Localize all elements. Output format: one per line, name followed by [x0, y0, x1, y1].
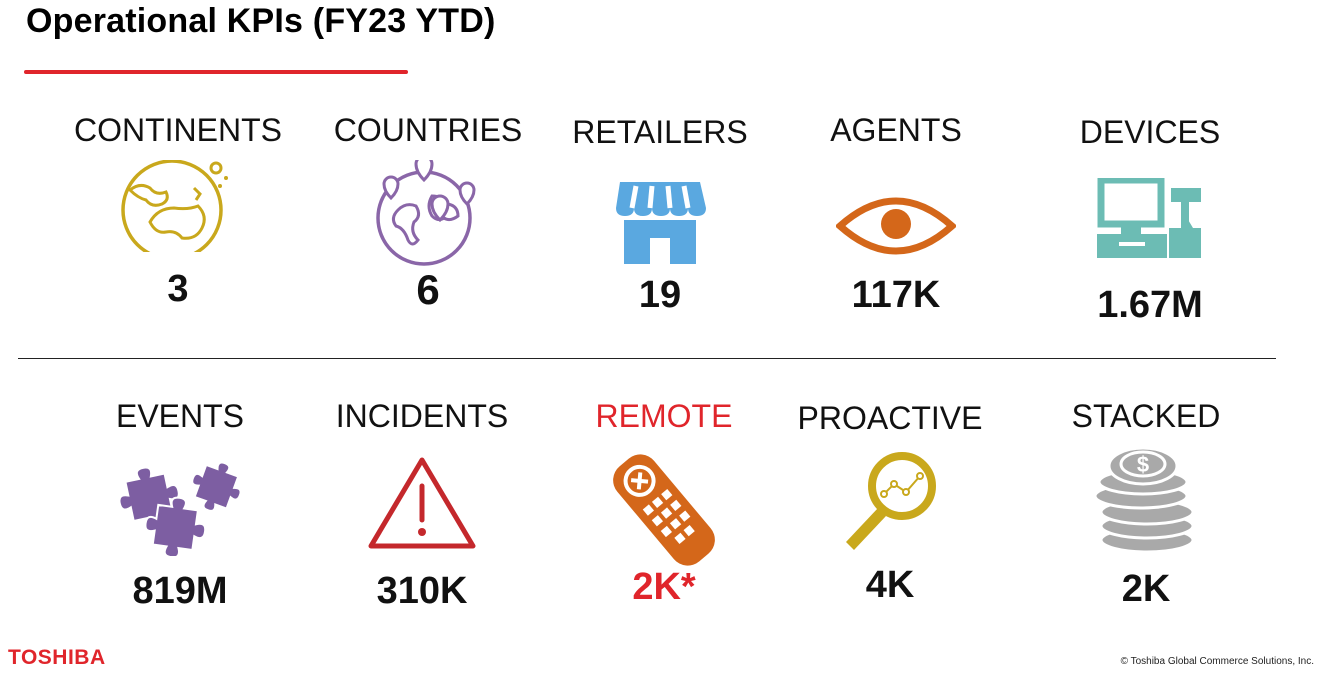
warning-icon [367, 456, 477, 555]
globe-icon [120, 159, 236, 261]
kpi-value: 2K* [632, 566, 696, 608]
kpi-countries: COUNTRIES 6 [328, 108, 528, 313]
magnifier-chart-icon [838, 450, 942, 557]
kpi-value: 819M [132, 570, 228, 612]
kpi-value: 2K [1121, 568, 1171, 610]
kpi-incidents: INCIDENTS 310K [322, 394, 522, 624]
kpi-value: 117K [851, 274, 941, 316]
storefront-icon [614, 180, 706, 271]
pos-terminal-icon [1097, 176, 1203, 265]
kpi-stacked: STACKED $ 2K [1046, 394, 1246, 624]
kpi-label: STACKED [1071, 398, 1221, 434]
kpi-value: 4K [865, 564, 915, 606]
kpi-label: EVENTS [115, 398, 245, 434]
kpi-label: RETAILERS [572, 114, 748, 150]
kpi-label: REMOTE [595, 398, 733, 434]
kpi-retailers: RETAILERS 19 [560, 108, 760, 318]
puzzle-icon [115, 456, 245, 561]
kpi-value: 3 [167, 268, 189, 310]
section-divider [18, 358, 1276, 359]
kpi-label: AGENTS [830, 112, 962, 148]
coin-stack-icon: $ [1091, 446, 1201, 559]
globe-pins-icon [376, 154, 480, 271]
kpi-value: 310K [376, 570, 468, 612]
kpi-value: 19 [638, 274, 682, 316]
kpi-label: INCIDENTS [335, 398, 509, 434]
kpi-agents: AGENTS 117K [796, 108, 996, 318]
kpi-proactive: PROACTIVE 4K [790, 394, 990, 624]
kpi-devices: DEVICES 1.67M [1050, 108, 1250, 338]
kpi-continents: CONTINENTS 3 [74, 108, 282, 310]
copyright-notice: © Toshiba Global Commerce Solutions, Inc… [1120, 656, 1314, 667]
page-title: Operational KPIs (FY23 YTD) [26, 2, 496, 40]
toshiba-logo: TOSHIBA [8, 646, 106, 669]
kpi-label: CONTINENTS [74, 112, 282, 148]
svg-text:$: $ [1137, 452, 1149, 477]
kpi-remote: REMOTE 2K* [564, 394, 764, 624]
title-underline [24, 70, 408, 74]
kpi-value: 6 [416, 266, 440, 313]
eye-icon [834, 194, 958, 263]
kpi-value: 1.67M [1097, 284, 1203, 326]
kpi-label: PROACTIVE [797, 400, 983, 436]
kpi-label: DEVICES [1079, 114, 1221, 150]
kpi-label: COUNTRIES [333, 112, 523, 148]
remote-control-icon [602, 452, 726, 573]
kpi-events: EVENTS 819M [80, 394, 280, 624]
